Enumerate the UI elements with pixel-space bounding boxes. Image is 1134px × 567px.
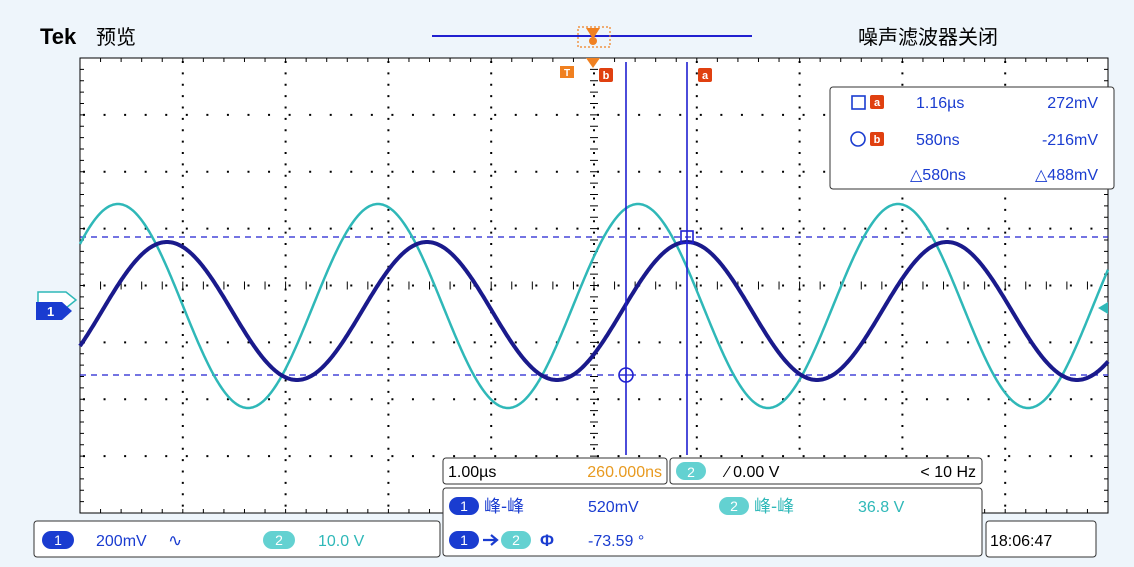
cursor-readout-panel: a 1.16µs 272mV b 580ns -216mV △580ns △48… [829, 86, 1115, 190]
cursor-b-circle-icon [850, 131, 866, 147]
meas1-label: 峰-峰 [484, 497, 524, 517]
ch1-scale: 200mV [96, 533, 147, 550]
acquisition-mode: 预览 [96, 25, 136, 49]
svg-text:1: 1 [460, 532, 468, 548]
cursor-a-time: 1.16µs [916, 95, 964, 112]
ac-coupling-icon: ∿ [168, 531, 182, 550]
svg-text:1: 1 [460, 498, 468, 514]
cursor-delta-volts: △488mV [1035, 167, 1098, 184]
record-trigger-icon [586, 28, 600, 39]
meas2-value: 36.8 V [858, 499, 905, 516]
cursor-a-square-icon [680, 230, 694, 244]
record-view-bar[interactable] [432, 26, 752, 48]
cursor-b-time: 580ns [916, 132, 960, 149]
meas2-label: 峰-峰 [754, 497, 794, 517]
ch1-badge [42, 531, 74, 549]
meas3-value: -73.59 ° [588, 533, 644, 550]
horizontal-delay: 260.000ns [587, 464, 662, 481]
svg-text:2: 2 [512, 532, 520, 548]
timebase-readout[interactable]: 1.00µs 260.000ns [442, 457, 668, 485]
svg-text:b: b [874, 134, 881, 146]
clock-readout: 18:06:47 [985, 520, 1097, 558]
brand-label: Tek [40, 24, 77, 49]
svg-text:1: 1 [54, 532, 62, 548]
meas1-value: 520mV [588, 499, 639, 516]
trigger-readout[interactable]: 2 ∕ 0.00 V < 10 Hz [669, 457, 983, 485]
measurements-panel[interactable]: 1 峰-峰 520mV 2 峰-峰 36.8 V 1 2 Φ -73.59 ° [442, 487, 983, 557]
noise-filter-status: 噪声滤波器关闭 [858, 25, 998, 49]
ch2-trigger-arrow-icon [1098, 302, 1108, 314]
record-window [577, 26, 611, 48]
meas2-source-badge [719, 497, 749, 515]
cursor-a-square-icon [851, 95, 866, 110]
arrow-right-icon [483, 534, 499, 546]
ch2-badge [263, 531, 295, 549]
trigger-position-marker[interactable] [586, 58, 600, 68]
svg-text:2: 2 [730, 498, 738, 514]
trigger-slope-level: ∕ 0.00 V [722, 464, 780, 481]
cursor-b-top-label: b [599, 68, 613, 82]
svg-text:T: T [564, 68, 570, 79]
cursor-b-volts: -216mV [1042, 132, 1098, 149]
meas1-source-badge [449, 497, 479, 515]
svg-text:a: a [874, 97, 881, 109]
meas3-from-badge [449, 531, 479, 549]
meas3-to-badge [501, 531, 531, 549]
svg-text:1: 1 [47, 304, 54, 319]
trigger-frequency: < 10 Hz [920, 464, 976, 481]
ch1-waveform [78, 240, 1110, 382]
svg-text:b: b [603, 70, 610, 82]
ch1-ground-marker[interactable]: 1 [36, 302, 72, 320]
cursor-a-top-label: a [698, 68, 712, 82]
svg-text:a: a [702, 70, 709, 82]
record-trigger-dot [589, 37, 597, 45]
ch2-scale: 10.0 V [318, 533, 365, 550]
cursor-a-volts: 272mV [1047, 95, 1098, 112]
cursor-b-badge [870, 132, 884, 146]
channel-scale-readout[interactable]: 1 200mV ∿ 2 10.0 V [33, 520, 441, 558]
svg-text:2: 2 [275, 532, 283, 548]
svg-text:2: 2 [687, 464, 695, 480]
meas3-label: Φ [540, 531, 554, 550]
horizontal-scale: 1.00µs [448, 464, 496, 481]
trigger-level-marker: T [560, 66, 574, 79]
cursor-a-badge [870, 95, 884, 109]
trigger-source-badge [676, 462, 706, 480]
cursor-delta-time: △580ns [910, 167, 966, 184]
clock-time: 18:06:47 [990, 533, 1052, 550]
